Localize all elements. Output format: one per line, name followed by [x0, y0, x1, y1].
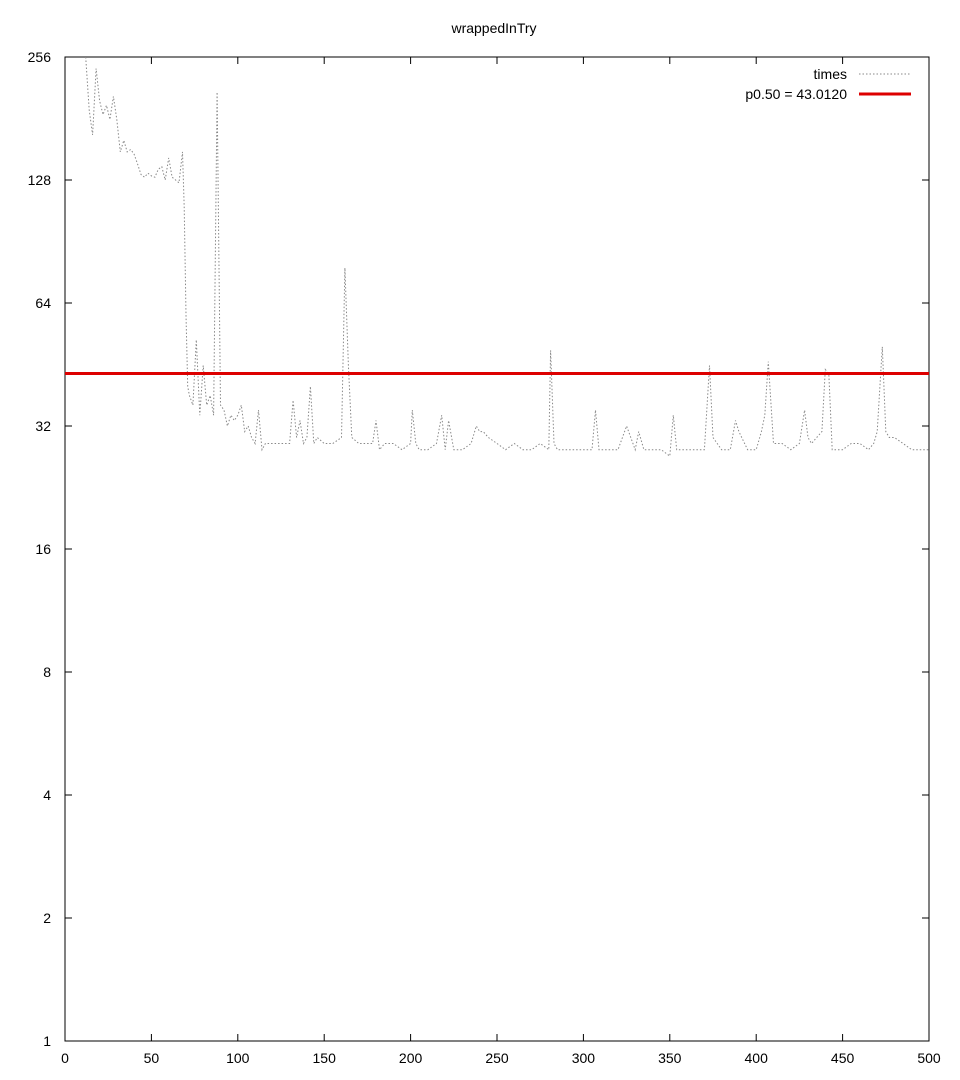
plot-frame: [64, 56, 930, 1042]
y-tick-label: 32: [35, 418, 51, 434]
x-tick-label: 500: [917, 1050, 941, 1066]
x-tick-label: 350: [658, 1050, 682, 1066]
y-tick-label: 4: [43, 787, 51, 803]
legend-label-median: p0.50 = 43.0120: [745, 86, 847, 102]
series-layer: [65, 56, 929, 458]
x-tick-label: 400: [745, 1050, 769, 1066]
x-tick-label: 100: [226, 1050, 250, 1066]
x-tick-label: 0: [61, 1050, 69, 1066]
chart-title: wrappedInTry: [450, 20, 536, 36]
x-tick-label: 450: [831, 1050, 855, 1066]
x-tick-label: 150: [313, 1050, 337, 1066]
y-tick-label: 2: [43, 910, 51, 926]
axis-ticks: 0 50 100 150 200 250 300 350 400 450 500 1 2 4 8 16 32 64…: [28, 49, 941, 1066]
x-tick-label: 200: [399, 1050, 423, 1066]
x-tick-label: 250: [485, 1050, 509, 1066]
y-tick-label: 128: [28, 172, 52, 188]
y-tick-label: 64: [35, 295, 51, 311]
series-line-times: [85, 56, 929, 458]
y-tick-label: 256: [28, 49, 52, 65]
legend: times p0.50 = 43.0120: [745, 66, 911, 102]
x-tick-label: 50: [144, 1050, 160, 1066]
x-tick-label: 300: [572, 1050, 596, 1066]
y-tick-label: 1: [43, 1033, 51, 1049]
y-tick-label: 8: [43, 664, 51, 680]
y-tick-label: 16: [35, 541, 51, 557]
legend-label-times: times: [814, 66, 847, 82]
